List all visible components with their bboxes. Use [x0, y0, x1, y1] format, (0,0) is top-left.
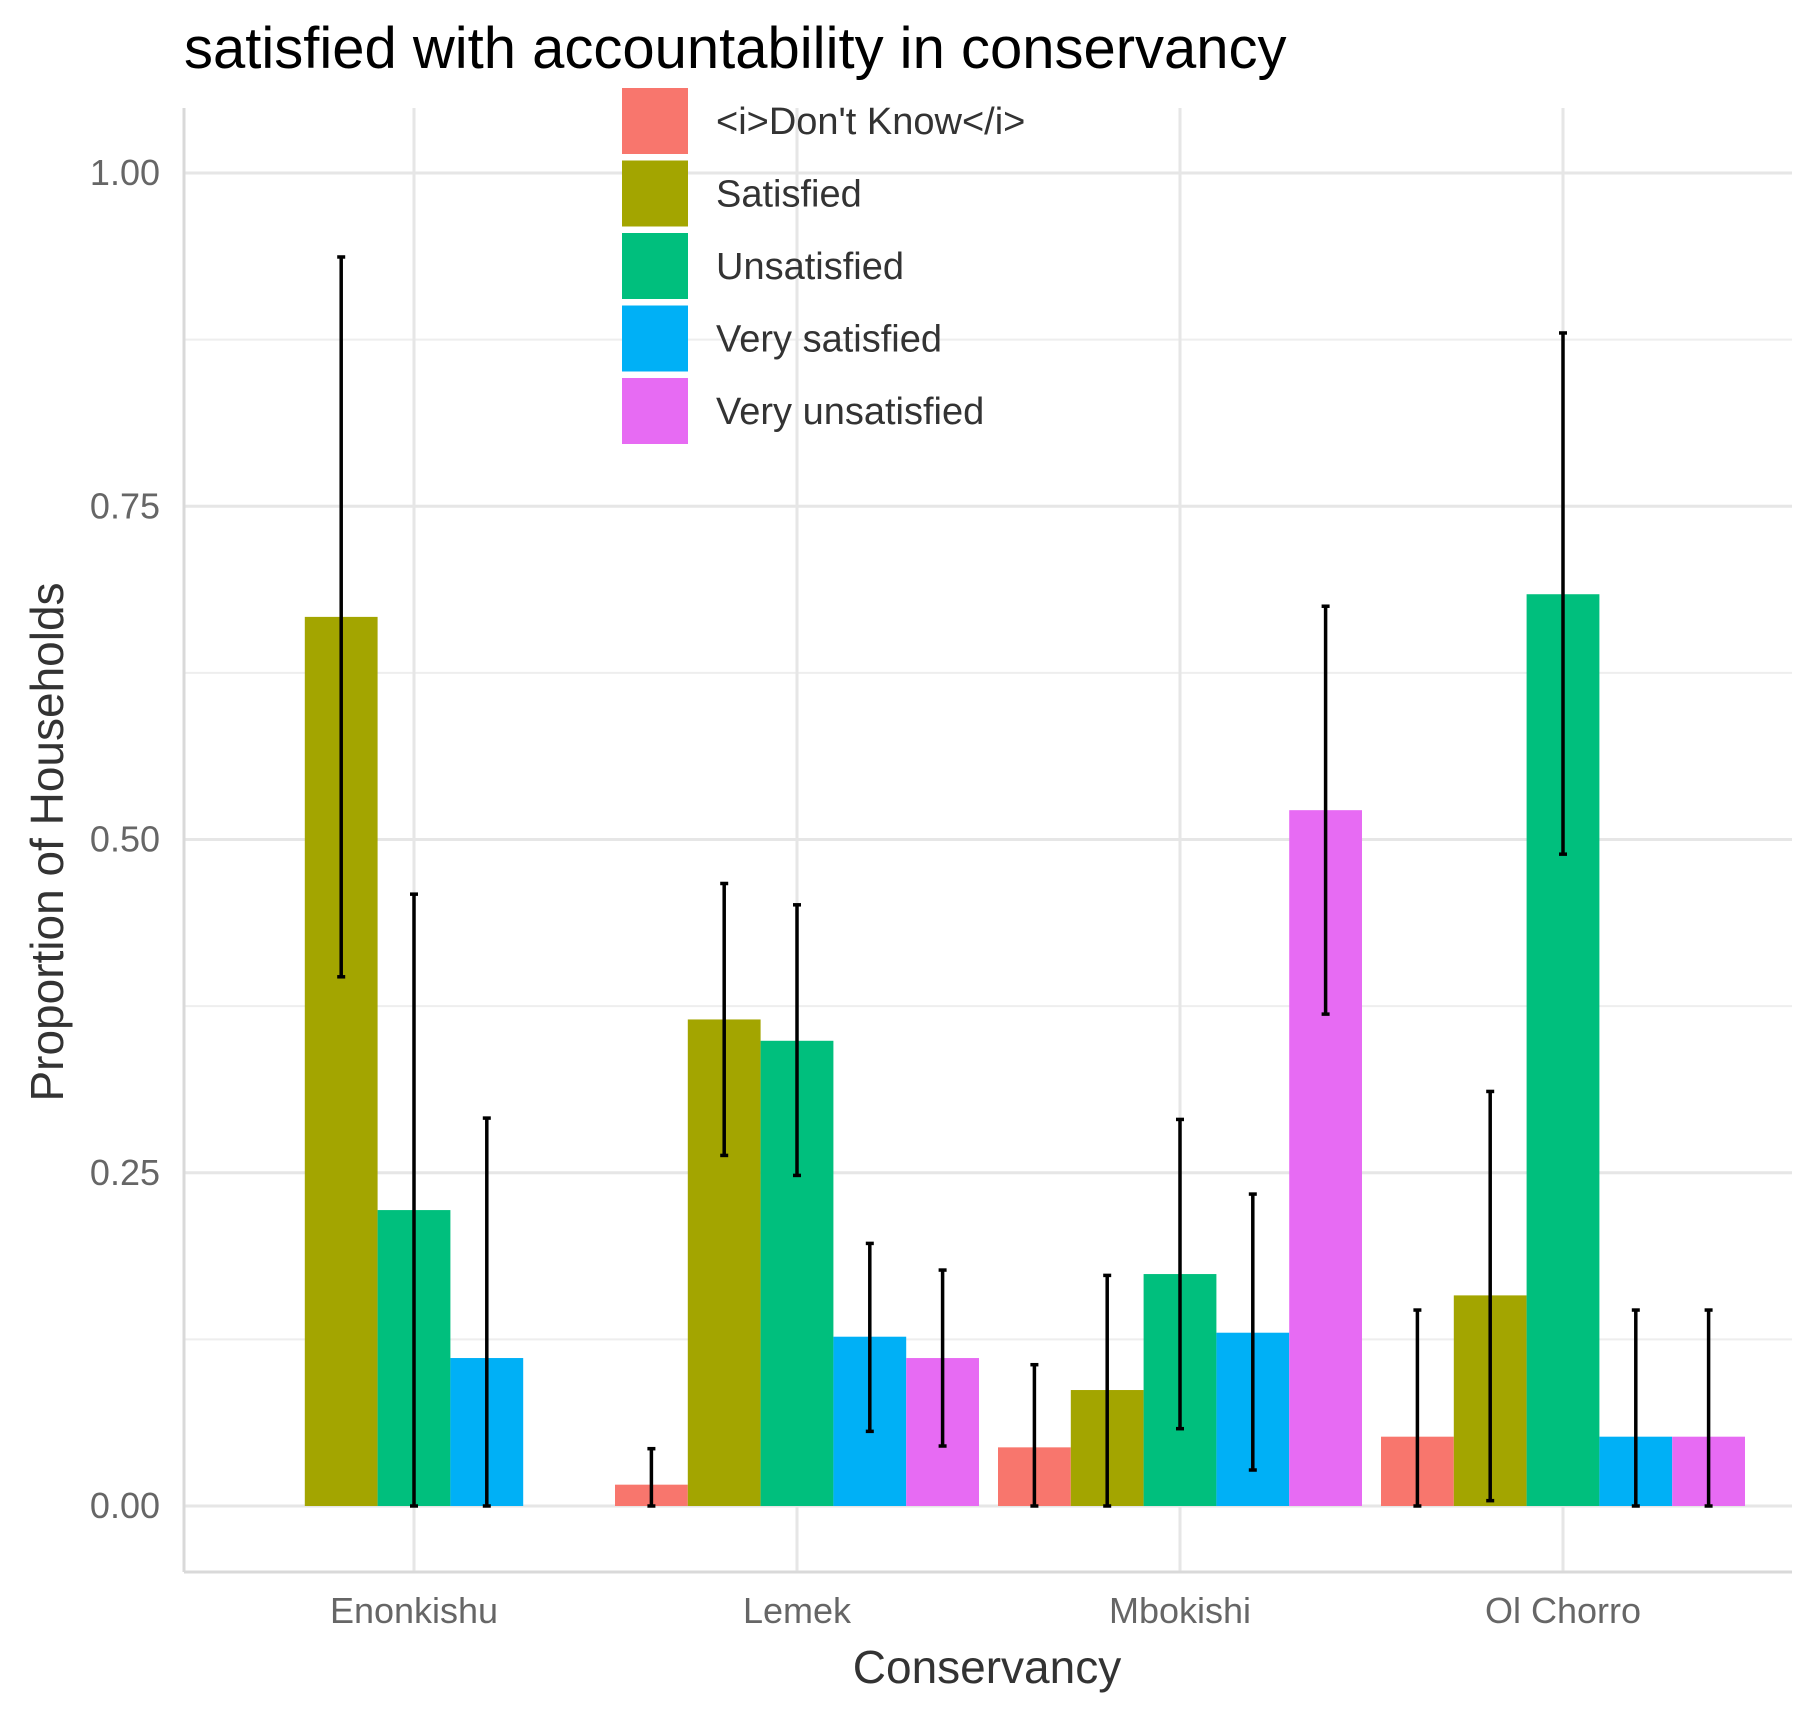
legend-swatch [622, 305, 688, 372]
error-bar [938, 1268, 947, 1448]
bars [304, 594, 1745, 1506]
y-tick-labels: 0.00 0.25 0.50 0.75 1.00 [90, 152, 160, 1526]
error-bar [482, 1116, 491, 1508]
x-tick-label: Ol Chorro [1485, 1590, 1641, 1631]
legend-label: <i>Don't Know</i> [716, 101, 1025, 143]
error-bar [1559, 331, 1567, 856]
legend-swatch [622, 378, 688, 444]
error-bar [865, 1241, 874, 1434]
y-axis-title: Proportion of Households [21, 582, 73, 1101]
x-tick-labels: Enonkishu Lemek Mbokishi Ol Chorro [330, 1590, 1641, 1631]
legend-item: <i>Don't Know</i> [622, 88, 1025, 154]
legend-item: Satisfied [622, 160, 862, 227]
error-bar [1704, 1308, 1713, 1508]
legend-swatch [622, 160, 688, 227]
error-bar [1321, 604, 1330, 1016]
legend-swatch [622, 233, 688, 299]
legend-label: Very satisfied [716, 319, 942, 361]
error-bar [793, 903, 801, 1178]
legend-label: Unsatisfied [716, 246, 904, 288]
legend-label: Satisfied [716, 174, 862, 216]
error-bar [1030, 1362, 1039, 1508]
y-tick-label: 0.75 [90, 485, 160, 526]
legend-item: Unsatisfied [622, 233, 904, 299]
error-bar [1486, 1089, 1495, 1503]
error-bar [1103, 1273, 1112, 1508]
x-tick-label: Lemek [743, 1590, 852, 1631]
y-tick-label: 0.00 [90, 1485, 160, 1526]
y-tick-label: 0.25 [90, 1152, 160, 1193]
legend-item: Very satisfied [622, 305, 942, 372]
error-bar [1176, 1117, 1184, 1431]
error-bar [720, 881, 729, 1158]
legend-swatch [622, 88, 688, 154]
error-bar [1248, 1192, 1257, 1472]
error-bar [1413, 1308, 1422, 1508]
error-bar [647, 1446, 656, 1508]
legend-label: Very unsatisfied [716, 391, 984, 433]
x-axis-title: Conservancy [853, 1641, 1121, 1693]
y-tick-label: 1.00 [90, 152, 160, 193]
error-bar [1631, 1308, 1640, 1508]
error-bar [337, 255, 346, 979]
y-tick-label: 0.50 [90, 819, 160, 860]
error-bars [337, 255, 1713, 1508]
error-bar [410, 892, 418, 1508]
chart-title: satisfied with accountability in conserv… [184, 16, 1287, 81]
legend-item: Very unsatisfied [622, 378, 984, 444]
x-tick-label: Mbokishi [1109, 1590, 1251, 1631]
legend: <i>Don't Know</i> Satisfied Unsatisfied Ver… [622, 88, 1025, 444]
axes [182, 108, 1792, 1574]
x-tick-label: Enonkishu [330, 1590, 498, 1631]
